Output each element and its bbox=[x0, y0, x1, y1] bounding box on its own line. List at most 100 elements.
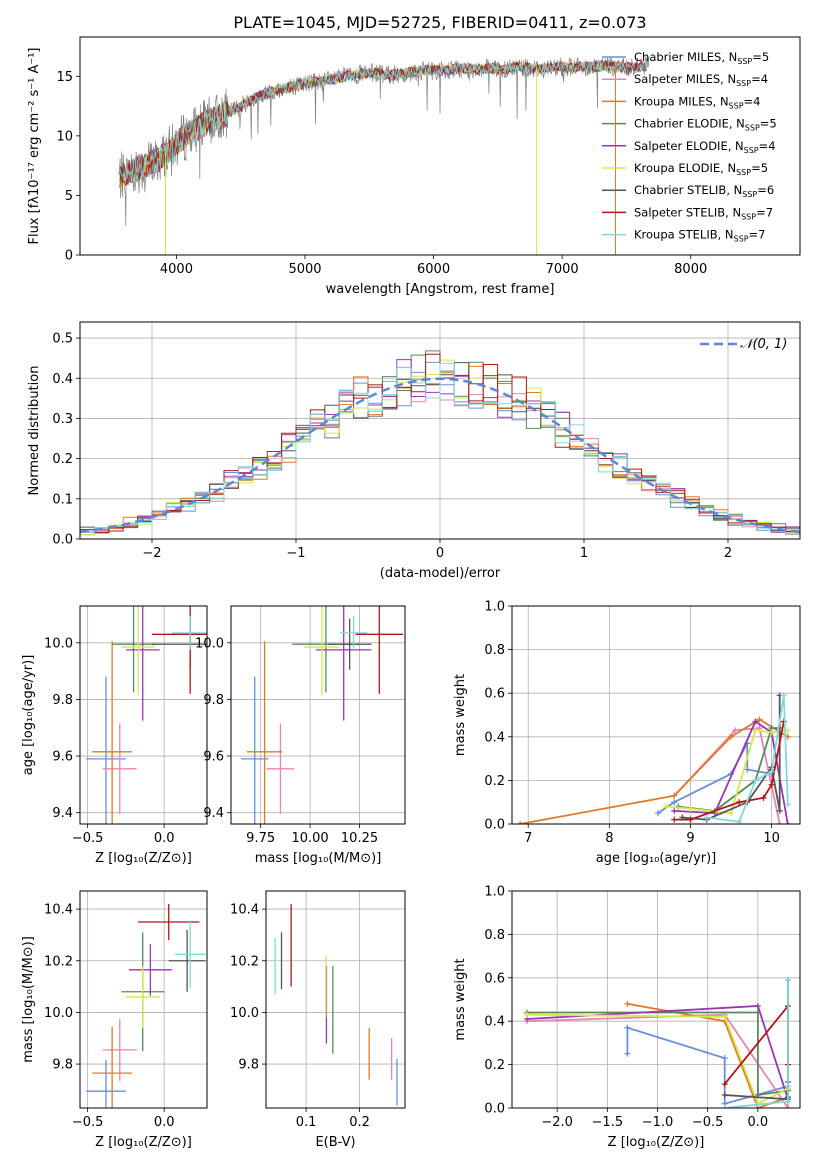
weight-marker bbox=[784, 821, 791, 824]
y-tick-label: 10 bbox=[56, 129, 73, 144]
x-tick-label: 7 bbox=[524, 831, 532, 846]
y-tick-label: 0.0 bbox=[484, 1102, 505, 1117]
weight-marker bbox=[663, 803, 670, 810]
x-axis-label: Z [log₁₀(Z/Z⊙)] bbox=[608, 1135, 705, 1150]
axes-frame bbox=[511, 890, 801, 1109]
normal-curve bbox=[80, 377, 800, 534]
y-axis-label: age [log₁₀(age/yr)] bbox=[21, 655, 36, 776]
x-tick-label: −1.5 bbox=[592, 1115, 624, 1130]
spectrum-legend: Chabrier MILES, NSSP=5 Salpeter MILES, NS… bbox=[602, 50, 777, 244]
legend-label: Kroupa ELODIE, NSSP=5 bbox=[634, 161, 768, 177]
residual-histogram-panel: −2 −1 0 1 2 0.0 0.1 0.2 0.3 0.4 0.5 (data-model)/er… bbox=[27, 321, 801, 581]
weight-marker bbox=[784, 801, 791, 808]
plot-content bbox=[118, 56, 650, 255]
legend-label: Chabrier MILES, NSSP=5 bbox=[634, 50, 769, 66]
x-tick-label: −1.0 bbox=[642, 1115, 674, 1130]
x-axis-label: Z [log₁₀(Z/Z⊙)] bbox=[95, 851, 192, 866]
mass-vs-extinction-panel: 0.1 0.2 9.8 10.0 10.2 10.4 E(B-V) bbox=[230, 890, 406, 1150]
y-axis-label: mass weight bbox=[453, 958, 468, 1040]
y-tick-label: 0.2 bbox=[52, 452, 73, 467]
y-tick-label: 9.8 bbox=[52, 1058, 73, 1073]
weight-marker bbox=[744, 766, 751, 773]
plot-content bbox=[86, 903, 206, 1108]
y-tick-label: 0.2 bbox=[484, 1058, 505, 1073]
weight-marker bbox=[671, 816, 678, 823]
x-tick-label: 8 bbox=[605, 831, 613, 846]
y-tick-label: 9.8 bbox=[52, 693, 73, 708]
axes-frame bbox=[79, 890, 208, 1109]
weight-marker bbox=[703, 814, 710, 821]
spectrum-panel: 4000 5000 6000 7000 8000 0 5 10 15 wavelength [An… bbox=[27, 36, 801, 297]
y-axis-label: Normed distribution bbox=[27, 366, 42, 496]
plot-content bbox=[86, 606, 207, 824]
y-tick-label: 0.6 bbox=[484, 687, 505, 702]
x-tick-label: 8000 bbox=[674, 262, 707, 277]
x-tick-label: −0.5 bbox=[72, 831, 104, 846]
y-axis-label: mass [log₁₀(M/M⊙)] bbox=[21, 936, 36, 1063]
y-tick-label: 1.0 bbox=[484, 600, 505, 615]
age-vs-metallicity-panel: −0.5 0.0 9.4 9.6 9.8 10.0 Z [log₁₀(Z/Z⊙)] age [… bbox=[21, 605, 208, 866]
mass-vs-metallicity-panel: −0.5 0.0 9.8 10.0 10.2 10.4 Z [log₁₀(Z/Z⊙)] mas… bbox=[21, 890, 208, 1150]
weight-line-kroupa-stelib bbox=[706, 695, 789, 823]
weight-marker bbox=[752, 727, 759, 734]
model-spectrum-kroupa-stelib bbox=[119, 60, 647, 182]
y-tick-label: 0.5 bbox=[52, 332, 73, 347]
axes-frame bbox=[79, 321, 801, 540]
weight-marker bbox=[752, 718, 759, 725]
x-axis-label: (data-model)/error bbox=[380, 566, 501, 581]
weight-marker bbox=[671, 807, 678, 814]
y-tick-label: 0.1 bbox=[52, 492, 73, 507]
legend-label: Salpeter MILES, NSSP=4 bbox=[634, 72, 768, 88]
figure-title: PLATE=1045, MJD=52725, FIBERID=0411, z=0… bbox=[233, 13, 646, 32]
plot-content bbox=[274, 903, 398, 1106]
x-tick-label: 10.00 bbox=[291, 831, 328, 846]
weight-marker bbox=[776, 807, 783, 814]
x-tick-label: 0.0 bbox=[154, 1115, 175, 1130]
x-tick-label: 2 bbox=[724, 546, 732, 561]
weight-marker bbox=[624, 1000, 631, 1007]
y-tick-label: 10.2 bbox=[230, 954, 259, 969]
x-tick-label: −0.5 bbox=[72, 1115, 104, 1130]
y-tick-label: 15 bbox=[56, 70, 73, 85]
x-tick-label: 0.2 bbox=[349, 1115, 370, 1130]
weight-marker bbox=[784, 976, 791, 983]
legend-label: Kroupa STELIB, NSSP=7 bbox=[634, 228, 765, 244]
y-tick-label: 0.8 bbox=[484, 928, 505, 943]
weight-marker bbox=[721, 1013, 728, 1020]
weight-marker bbox=[784, 1083, 791, 1090]
weight-marker bbox=[756, 716, 763, 723]
x-tick-label: −0.5 bbox=[692, 1115, 724, 1130]
y-tick-label: 0.2 bbox=[484, 774, 505, 789]
x-tick-label: −2 bbox=[142, 546, 161, 561]
y-tick-label: 0.8 bbox=[484, 643, 505, 658]
weight-marker bbox=[721, 1055, 728, 1062]
legend-label: Chabrier STELIB, NSSP=6 bbox=[634, 183, 774, 199]
weight-marker bbox=[768, 781, 775, 788]
y-tick-label: 0.6 bbox=[484, 971, 505, 986]
weight-marker bbox=[780, 718, 787, 725]
x-tick-label: 0.1 bbox=[296, 1115, 317, 1130]
weight-marker bbox=[721, 1091, 728, 1098]
y-tick-label: 9.4 bbox=[203, 806, 224, 821]
x-tick-label: 0.0 bbox=[154, 831, 175, 846]
y-tick-label: 0.4 bbox=[52, 372, 73, 387]
axes-frame bbox=[511, 605, 801, 825]
x-tick-label: 1 bbox=[580, 546, 588, 561]
weight-marker bbox=[784, 1105, 791, 1108]
y-tick-label: 9.8 bbox=[203, 693, 224, 708]
weight-marker bbox=[624, 1024, 631, 1031]
weight-marker bbox=[776, 821, 783, 824]
x-axis-label: mass [log₁₀(M/M⊙)] bbox=[255, 851, 382, 866]
y-tick-label: 9.6 bbox=[203, 750, 224, 765]
y-tick-label: 0.4 bbox=[484, 730, 505, 745]
y-tick-label: 0.0 bbox=[484, 818, 505, 833]
weight-marker bbox=[687, 805, 694, 812]
axes-frame bbox=[265, 890, 406, 1109]
weight-marker bbox=[671, 792, 678, 799]
weight-line-chabrier-stelib bbox=[682, 695, 781, 821]
weight-vs-age-panel: 7 8 9 10 0.0 0.2 0.4 0.6 0.8 1.0 age [log₁₀(age/yr… bbox=[453, 600, 801, 866]
observed-spectrum-line bbox=[118, 56, 650, 227]
x-tick-label: 5000 bbox=[288, 262, 321, 277]
x-tick-label: 10 bbox=[763, 831, 780, 846]
